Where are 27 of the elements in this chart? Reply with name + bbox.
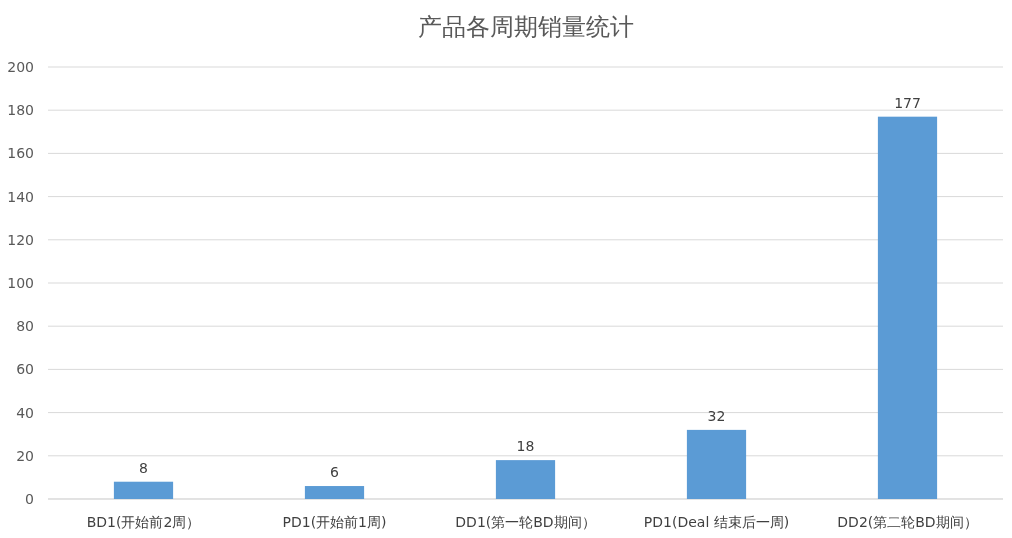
y-tick-label: 40: [16, 404, 34, 421]
bar: [495, 460, 556, 499]
y-tick-label: 60: [16, 361, 34, 378]
x-tick-label: PD1(开始前1周): [282, 514, 387, 530]
x-tick-label: DD1(第一轮BD期间）: [455, 514, 596, 530]
chart-title: 产品各周期销量统计: [417, 13, 634, 41]
y-tick-label: 0: [25, 491, 34, 507]
y-tick-label: 120: [7, 231, 34, 248]
y-tick-label: 80: [16, 318, 34, 335]
bar: [304, 486, 365, 499]
bar: [877, 116, 938, 499]
bar: [686, 429, 747, 499]
x-tick-label: DD2(第二轮BD期间）: [837, 514, 978, 530]
y-tick-label: 140: [7, 188, 34, 205]
data-label: 18: [516, 438, 535, 455]
data-label: 32: [707, 407, 726, 424]
y-tick-label: 160: [7, 145, 34, 162]
bar: [113, 481, 174, 499]
y-tick-label: 180: [7, 102, 34, 119]
y-tick-label: 200: [7, 59, 34, 75]
data-label: 8: [139, 459, 148, 476]
x-tick-label: BD1(开始前2周）: [86, 514, 201, 530]
y-tick-label: 100: [7, 275, 34, 291]
data-label: 177: [894, 94, 921, 111]
x-tick-label: PD1(Deal 结束后一周): [643, 514, 790, 530]
y-tick-label: 20: [16, 447, 34, 464]
data-label: 6: [330, 464, 340, 481]
